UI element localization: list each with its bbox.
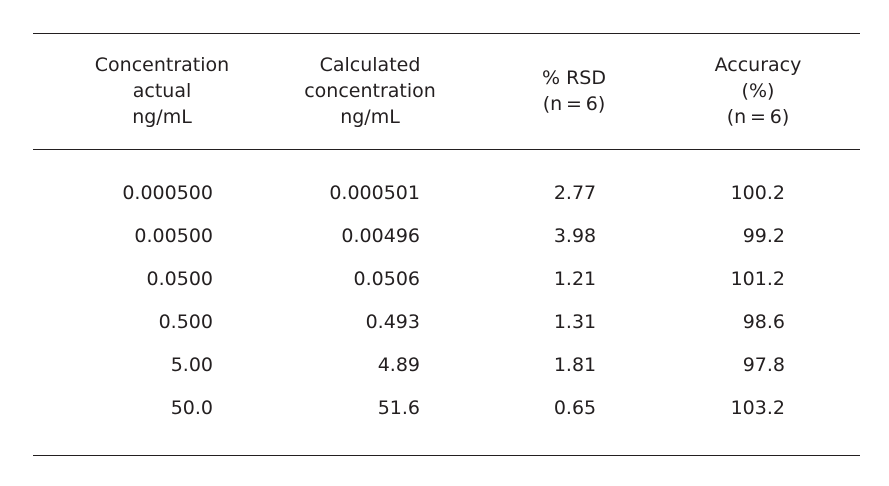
table-row: 0.00500 0.00496 3.98 99.2: [0, 225, 889, 268]
table-row: 5.00 4.89 1.81 97.8: [0, 354, 889, 397]
header-line: ng/mL: [132, 106, 192, 128]
header-rule: [33, 149, 860, 150]
cell-accuracy: 99.2: [742, 225, 785, 247]
cell-calculated: 51.6: [377, 397, 420, 419]
table-row: 0.500 0.493 1.31 98.6: [0, 311, 889, 354]
cell-calculated: 4.89: [377, 354, 420, 376]
cell-rsd: 1.31: [553, 311, 597, 333]
header-line: Accuracy: [714, 54, 802, 76]
header-line: (%): [741, 80, 775, 102]
cell-rsd: 2.77: [553, 182, 597, 204]
header-concentration-actual: Concentration actual ng/mL: [80, 52, 244, 130]
cell-calculated: 0.0506: [353, 268, 420, 290]
header-line: Calculated: [319, 54, 421, 76]
cell-rsd: 0.65: [553, 397, 597, 419]
cell-rsd: 3.98: [553, 225, 597, 247]
cell-actual: 0.00500: [134, 225, 213, 247]
table-row: 0.000500 0.000501 2.77 100.2: [0, 182, 889, 225]
cell-calculated: 0.493: [365, 311, 420, 333]
cell-actual: 0.000500: [122, 182, 213, 204]
cell-accuracy: 103.2: [730, 397, 785, 419]
table-row: 0.0500 0.0506 1.21 101.2: [0, 268, 889, 311]
header-line: concentration: [304, 80, 436, 102]
cell-rsd: 1.21: [553, 268, 597, 290]
table-body: 0.000500 0.000501 2.77 100.2 0.00500 0.0…: [0, 182, 889, 440]
cell-accuracy: 101.2: [730, 268, 785, 290]
cell-accuracy: 98.6: [742, 311, 785, 333]
header-rsd: % RSD (n = 6): [520, 65, 628, 117]
cell-calculated: 0.00496: [341, 225, 420, 247]
header-line: (n = 6): [726, 106, 790, 128]
cell-actual: 5.00: [170, 354, 213, 376]
header-calculated-concentration: Calculated concentration ng/mL: [285, 52, 455, 130]
cell-accuracy: 97.8: [742, 354, 785, 376]
cell-calculated: 0.000501: [329, 182, 420, 204]
cell-actual: 0.0500: [146, 268, 213, 290]
top-rule: [33, 33, 860, 34]
table-row: 50.0 51.6 0.65 103.2: [0, 397, 889, 440]
cell-accuracy: 100.2: [730, 182, 785, 204]
bottom-rule: [33, 455, 860, 456]
header-line: Concentration: [94, 54, 230, 76]
header-line: % RSD: [542, 67, 606, 89]
header-accuracy: Accuracy (%) (n = 6): [690, 52, 826, 130]
header-line: actual: [132, 80, 192, 102]
cell-rsd: 1.81: [553, 354, 597, 376]
header-line: (n = 6): [542, 93, 606, 115]
header-line: ng/mL: [340, 106, 400, 128]
cell-actual: 0.500: [158, 311, 213, 333]
cell-actual: 50.0: [170, 397, 213, 419]
